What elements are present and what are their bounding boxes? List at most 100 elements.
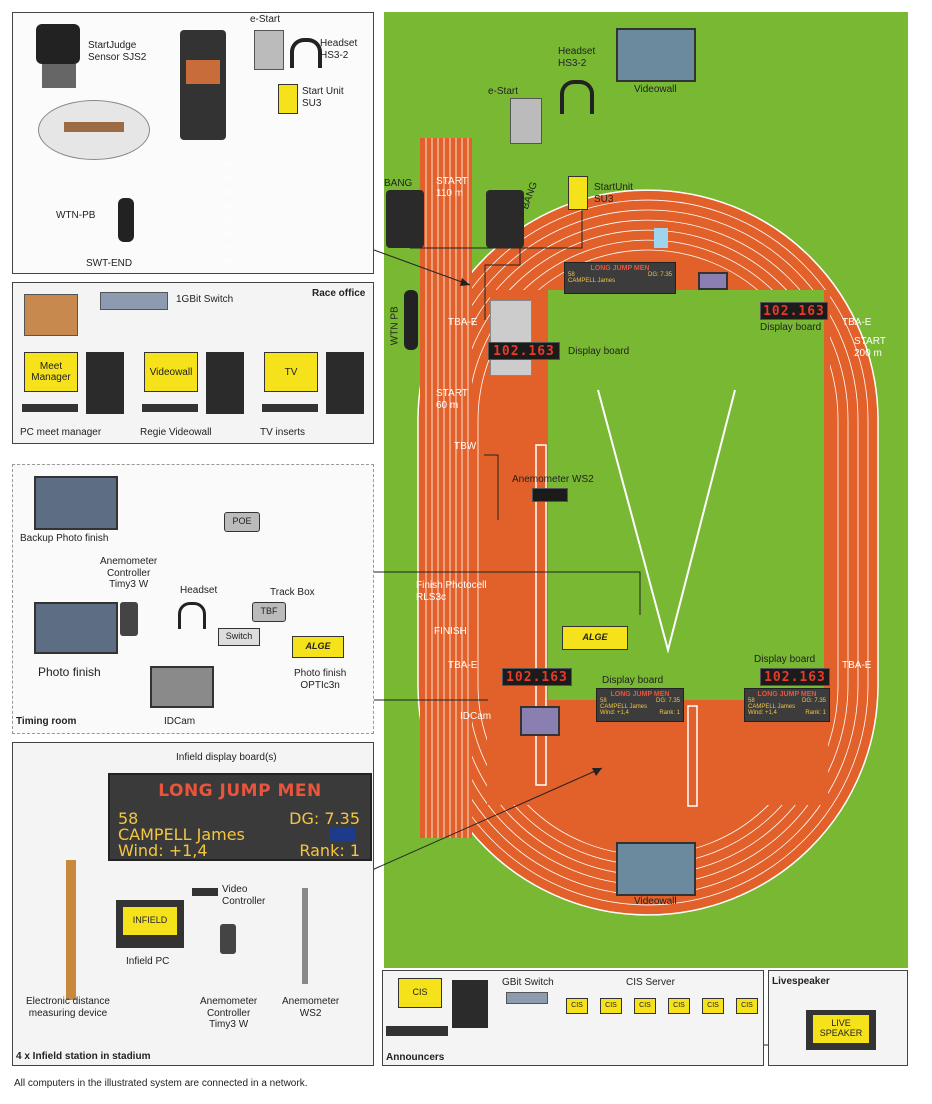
infield-screen: INFIELD xyxy=(122,906,178,936)
edm-tripod-icon xyxy=(66,860,76,1000)
mini-board-right-bib: 58 xyxy=(748,698,755,704)
swt-end-label: SWT-END xyxy=(86,258,133,269)
printer-icon xyxy=(24,294,78,336)
office-keyboard-1 xyxy=(22,404,78,412)
wtn-pb-label: WTN-PB xyxy=(56,210,96,221)
stadium-start-unit-icon xyxy=(568,176,588,210)
office-screen-1: Meet Manager xyxy=(24,352,78,392)
network-switch-icon xyxy=(100,292,168,310)
infield-station-title: 4 x Infield station in stadium xyxy=(16,1051,151,1062)
lane-number-5: 5 xyxy=(223,216,234,222)
stadium-wtn-pb-icon xyxy=(404,290,418,350)
backup-laptop-icon xyxy=(34,476,118,530)
display-board-1-label: Display board xyxy=(568,346,630,357)
estart-label: e-Start xyxy=(250,14,281,25)
videowall-top-label: Videowall xyxy=(634,84,677,95)
timy3-controller-icon xyxy=(120,602,138,636)
cis-client-4: CIS xyxy=(668,998,690,1014)
videowall-top-icon xyxy=(616,28,696,82)
mini-board-right-wind: Wind: +1,4 xyxy=(748,710,777,716)
announcers-switch-label: GBit Switch xyxy=(502,977,554,988)
poe-box: POE xyxy=(224,512,260,532)
anemometer-tripod-icon xyxy=(302,888,308,984)
photo-finish-label: Photo finish xyxy=(38,665,101,679)
mini-board-top-name: CAMPELL James xyxy=(568,278,616,284)
lane-number-3: 3 xyxy=(223,188,234,194)
board-name: CAMPELL James xyxy=(118,825,245,844)
office-caption-3: TV inserts xyxy=(260,427,306,438)
led-display-1: 102.163 xyxy=(488,342,560,360)
startjudge-sensor-icon xyxy=(36,24,80,64)
tbf-box: TBF xyxy=(252,602,286,622)
gbit-switch-label: 1GBit Switch xyxy=(176,294,234,305)
edm-label: Electronic distance measuring device xyxy=(26,996,110,1019)
optic-label: Photo finish OPTIc3n xyxy=(294,668,347,691)
uk-flag-icon xyxy=(330,827,356,841)
mini-board-right-event: LONG JUMP MEN xyxy=(757,691,817,698)
mini-board-right: LONG JUMP MEN 58 DG: 7.35 CAMPELL James … xyxy=(744,688,830,722)
livespeaker-title: Livespeaker xyxy=(772,976,830,987)
startjudge-mount xyxy=(42,64,76,88)
lane-number-8: 8 xyxy=(223,258,234,264)
announcers-cis-screen: CIS xyxy=(398,978,442,1008)
videowall-bottom-icon xyxy=(616,842,696,896)
display-board-3-label: Display board xyxy=(602,675,664,686)
board-wind: Wind: +1,4 xyxy=(118,841,208,860)
display-board-4-label: Display board xyxy=(754,654,816,665)
lane-number-4: 4 xyxy=(223,202,234,208)
start-podium-screen xyxy=(186,60,220,84)
office-caption-2: Regie Videowall xyxy=(140,427,212,438)
infield-pc-label: Infield PC xyxy=(126,956,170,967)
headset-label: Headset HS3-2 xyxy=(320,38,358,61)
announcers-title: Announcers xyxy=(386,1052,445,1063)
display-board-2-label: Display board xyxy=(760,322,822,333)
start-podium-icon xyxy=(180,30,226,140)
office-keyboard-2 xyxy=(142,404,198,412)
optic-camera-icon: ALGE xyxy=(292,636,344,658)
timing-cabin-icon xyxy=(490,300,532,376)
infield-anemometer-label: Anemometer WS2 xyxy=(282,996,340,1019)
mini-board-left-wind: Wind: +1,4 xyxy=(600,710,629,716)
board-dg: DG: 7.35 xyxy=(289,809,360,828)
idcam-label: IDCam xyxy=(164,716,196,727)
infield-controller-label: Anemometer Controller Timy3 W xyxy=(200,996,258,1030)
mini-board-top-event: LONG JUMP MEN xyxy=(590,265,650,272)
livespeaker-screen: LIVE SPEAKER xyxy=(812,1014,870,1044)
board-rank: Rank: 1 xyxy=(299,841,360,860)
cis-client-3: CIS xyxy=(634,998,656,1014)
cis-server-label: CIS Server xyxy=(626,977,675,988)
starting-block-icon xyxy=(64,122,124,132)
mini-board-left-dg: DG: 7.35 xyxy=(655,698,680,704)
infield-boards-label: Infield display board(s) xyxy=(176,752,277,763)
infield-display-board: LONG JUMP MEN 58 DG: 7.35 CAMPELL James … xyxy=(108,773,372,861)
led-display-4: 102.163 xyxy=(760,668,830,686)
stadium-headset-icon xyxy=(560,80,594,114)
headset-icon xyxy=(290,38,322,68)
tbw-label: TBW xyxy=(454,441,477,452)
stadium-estart-label: e-Start xyxy=(488,86,519,97)
office-screen-3: TV xyxy=(264,352,318,392)
videowall-bottom-label: Videowall xyxy=(634,896,677,907)
start-unit-icon xyxy=(278,84,298,114)
cis-client-5: CIS xyxy=(702,998,724,1014)
switch-box: Switch xyxy=(218,628,260,646)
stadium-estart-icon xyxy=(510,98,542,144)
video-controller-icon xyxy=(192,888,218,896)
lane-number-7: 7 xyxy=(223,244,234,250)
lane-number-2: 2 xyxy=(223,174,234,180)
start-110-label: START 110 m xyxy=(436,176,468,199)
mini-board-top-dg: DG: 7.35 xyxy=(647,272,672,278)
stadium-headset-label: Headset HS3-2 xyxy=(558,46,596,69)
photocell-marker-icon xyxy=(654,228,668,248)
tba-bot2-label: TBA-E xyxy=(842,660,872,671)
footnote: All computers in the illustrated system … xyxy=(14,1078,308,1089)
stadium-anemometer-label: Anemometer WS2 xyxy=(512,474,594,485)
mini-board-left-name: CAMPELL James xyxy=(600,704,648,710)
office-caption-1: PC meet manager xyxy=(20,427,102,438)
announcers-pc-tower-icon xyxy=(452,980,488,1028)
mini-board-left: LONG JUMP MEN 58 DG: 7.35 CAMPELL James … xyxy=(596,688,684,722)
timing-room-title: Timing room xyxy=(16,716,77,727)
start-unit-label: Start Unit SU3 xyxy=(302,86,344,109)
bang1-speaker-icon xyxy=(386,190,424,248)
office-keyboard-3 xyxy=(262,404,318,412)
